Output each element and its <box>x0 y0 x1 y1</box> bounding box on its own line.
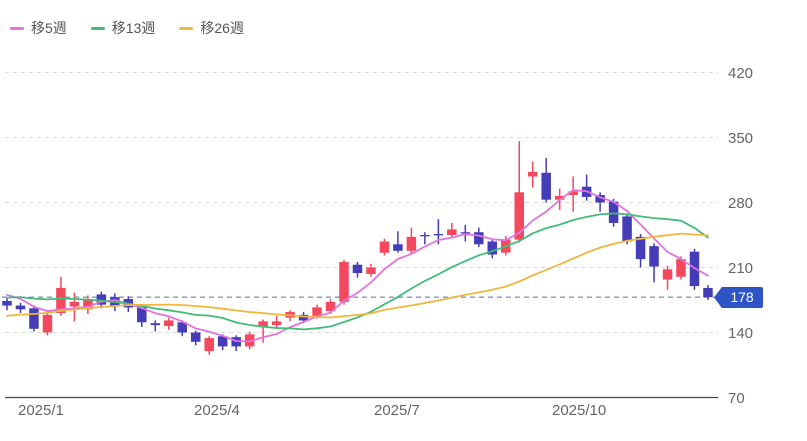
y-axis-label-350: 350 <box>728 130 754 147</box>
ma13-line-swatch <box>90 26 105 30</box>
ma26-label: 移26週 <box>200 20 244 36</box>
x-axis-label-2025-10: 2025/10 <box>552 402 607 419</box>
x-axis-label-2025-1: 2025/1 <box>18 402 64 419</box>
ma5-label: 移5週 <box>31 20 67 36</box>
legend-item-ma5[interactable]: 移5週 <box>10 21 67 35</box>
y-axis-label-70: 70 <box>728 390 745 407</box>
y-axis-label-210: 210 <box>728 260 754 277</box>
current-price-badge: 178 <box>714 287 763 308</box>
y-axis-label-140: 140 <box>728 325 754 342</box>
y-axis-label-280: 280 <box>728 195 754 212</box>
x-axis-label-2025-7: 2025/7 <box>374 402 420 419</box>
legend-item-ma26[interactable]: 移26週 <box>179 21 244 35</box>
ma13-label: 移13週 <box>111 20 156 36</box>
legend: 移5週 移13週 移26週 <box>10 21 244 35</box>
ma26-line-swatch <box>179 26 194 30</box>
ma5-line-swatch <box>10 26 24 30</box>
x-axis-label-2025-4: 2025/4 <box>194 402 240 419</box>
y-axis-label-420: 420 <box>728 65 754 82</box>
legend-item-ma13[interactable]: 移13週 <box>90 20 156 36</box>
